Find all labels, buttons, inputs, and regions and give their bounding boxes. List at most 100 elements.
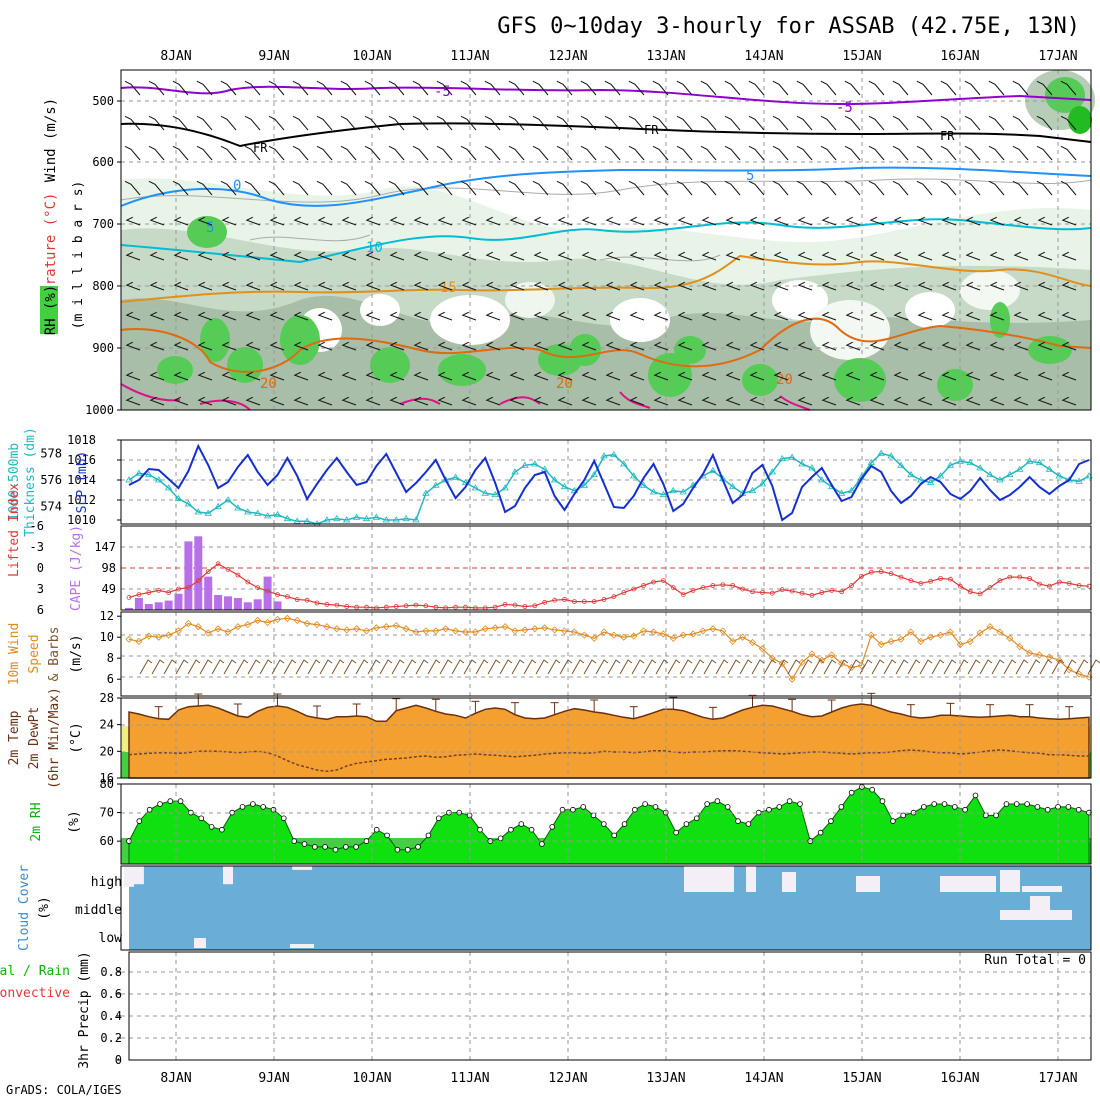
run-total: Run Total = 0 [984, 953, 1086, 968]
lifted-index-marker [799, 590, 805, 596]
wind-barb [485, 341, 501, 351]
lifted-index-marker [195, 578, 201, 583]
wind-barb [293, 341, 309, 351]
wind-barb [221, 371, 237, 381]
thickness-marker [184, 500, 193, 507]
wind-barb [125, 216, 141, 226]
tick-label: 80 [100, 777, 114, 791]
wind-barb [173, 281, 189, 291]
lifted-index-marker [314, 600, 320, 606]
lifted-index-marker [710, 583, 716, 588]
rh2m-marker [745, 821, 752, 827]
wind-barb [700, 145, 717, 161]
date-axis-top: 8JAN 9JAN 10JAN 11JAN 12JAN 13JAN 14JAN 15JAN 16… [160, 49, 1077, 64]
date-label-top: 13JAN [646, 49, 685, 64]
wind-barb [965, 396, 981, 406]
wind-barb [869, 251, 885, 261]
wind-barb [413, 396, 429, 406]
lifted-index-marker [601, 597, 607, 602]
tick-label: 24 [100, 718, 114, 732]
wind-barb [748, 80, 765, 96]
lifted-index-marker [146, 590, 152, 595]
lifted-index-marker [492, 604, 498, 610]
wind-barb [172, 145, 189, 161]
temp-contours [120, 85, 1092, 411]
wind-barb [1013, 281, 1029, 291]
wind-barb [773, 311, 789, 321]
panel-cloud: high middle low Cloud Cover (%) [17, 865, 1092, 951]
thickness-marker [1006, 470, 1014, 478]
thickness-marker [620, 460, 628, 467]
lifted-index-marker [740, 586, 745, 592]
wind-barb [893, 341, 909, 351]
wind-speed-marker [739, 633, 747, 641]
wind-barb [437, 341, 453, 351]
wind-barb [1037, 371, 1053, 381]
date-label-top: 8JAN [160, 49, 191, 64]
wind-barb [365, 281, 381, 291]
wind-barb [292, 80, 309, 96]
wind-barb [364, 180, 381, 196]
credit-text: GrADS: COLA/IGES [6, 1083, 122, 1097]
tick-label: 16 [100, 771, 114, 785]
date-label-bottom: 10JAN [352, 1071, 391, 1086]
wind-barb [245, 216, 261, 226]
wind-barb [628, 145, 645, 161]
date-label-bottom: 11JAN [450, 1071, 489, 1086]
wind-speed-marker [877, 640, 885, 649]
rh2m-marker [1075, 806, 1082, 813]
wind-barb-10m [283, 659, 297, 675]
wind-barb [820, 145, 837, 161]
wind-barb [893, 281, 909, 291]
wind-barb [773, 216, 789, 226]
lifted-index-marker [928, 578, 933, 584]
wind-barb [653, 251, 669, 261]
wind-barb-10m [391, 659, 405, 675]
wind-barb [149, 216, 165, 226]
wind-barb [916, 80, 933, 96]
wind-barb [724, 145, 741, 161]
wind-speed-marker [174, 627, 183, 635]
tick-label-cape: 49 [102, 582, 116, 596]
wind-barb [1012, 145, 1029, 161]
rh2m-marker [188, 809, 194, 816]
lifted-index-marker [1007, 574, 1013, 580]
rh2m-marker [735, 818, 741, 824]
rh2m-marker [972, 792, 979, 799]
wind-speed-marker [541, 624, 549, 632]
tick-label: 10 [100, 630, 114, 644]
lifted-index-marker [215, 561, 221, 567]
wind-barb [341, 216, 357, 226]
rh2m-marker [518, 821, 525, 827]
wind-barb [149, 311, 165, 321]
wind-speed-marker [293, 616, 301, 624]
wind-barb [245, 251, 261, 261]
date-axis-bottom: 8JAN 9JAN 10JAN 11JAN 12JAN 13JAN 14JAN 15JAN 16… [160, 1071, 1077, 1086]
lifted-index-marker [997, 578, 1003, 583]
lifted-index-marker [789, 588, 795, 594]
temp-minmax-whiskers [154, 692, 1074, 720]
wind-barb-10m [943, 659, 957, 675]
wind-barbs-upper [124, 80, 1077, 406]
thickness-marker [768, 468, 777, 475]
lifted-index-marker [581, 599, 587, 604]
rh2m-marker [828, 818, 834, 824]
rh2m-marker [353, 844, 359, 850]
rh2m-marker [384, 832, 390, 839]
wind-barb [317, 311, 333, 321]
cape-bar [243, 602, 252, 610]
lifted-index-marker [502, 602, 508, 607]
wind-barb [245, 371, 261, 381]
wind-barb [413, 311, 429, 321]
tick-label-li: 6 [37, 603, 44, 617]
wind-barb [365, 251, 381, 261]
rh2m-marker [693, 815, 700, 822]
wind-barb [797, 216, 813, 226]
cape-bar [214, 595, 223, 610]
wind-barb [341, 371, 357, 381]
wind-barb-10m [163, 659, 177, 675]
wind-barb [604, 115, 621, 131]
wind-barb [677, 311, 693, 321]
date-label-bottom: 8JAN [160, 1071, 191, 1086]
wind-speed-marker [946, 628, 954, 636]
